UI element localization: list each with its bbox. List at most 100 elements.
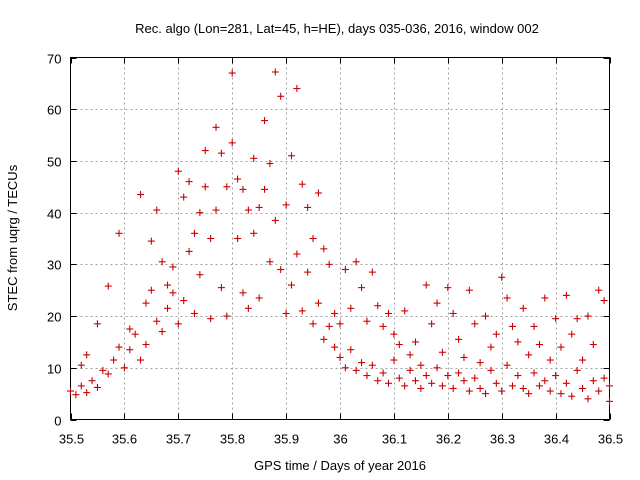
data-point xyxy=(492,330,500,338)
data-point xyxy=(212,123,220,131)
data-point xyxy=(406,366,414,374)
data-point xyxy=(562,379,570,387)
data-point xyxy=(164,281,172,289)
data-point xyxy=(411,377,419,385)
data-point xyxy=(471,374,479,382)
data-point xyxy=(519,304,527,312)
data-point xyxy=(503,294,511,302)
data-point xyxy=(390,330,398,338)
data-point xyxy=(72,391,80,399)
data-point xyxy=(137,356,145,364)
data-point xyxy=(336,320,344,328)
data-point xyxy=(110,356,118,364)
data-point xyxy=(325,260,333,268)
x-tick-label: 35.6 xyxy=(112,432,137,447)
data-point xyxy=(190,309,198,317)
data-point xyxy=(293,85,301,93)
data-point xyxy=(579,384,587,392)
data-point xyxy=(212,206,220,214)
data-point xyxy=(584,312,592,320)
data-point xyxy=(476,384,484,392)
data-point xyxy=(147,237,155,245)
x-tick-label: 36.4 xyxy=(544,432,569,447)
data-point xyxy=(368,361,376,369)
data-point xyxy=(401,307,409,315)
data-point xyxy=(244,206,252,214)
data-point xyxy=(482,390,490,398)
data-point xyxy=(142,341,150,349)
y-tick-label: 20 xyxy=(47,310,61,325)
data-point xyxy=(374,302,382,310)
data-point xyxy=(304,203,312,211)
data-point xyxy=(465,387,473,395)
data-point xyxy=(385,379,393,387)
data-point xyxy=(358,359,366,367)
data-point xyxy=(196,271,204,279)
x-tick-label: 36.1 xyxy=(382,432,407,447)
data-point xyxy=(201,183,209,191)
data-point xyxy=(88,377,96,385)
data-point xyxy=(422,372,430,380)
data-point xyxy=(169,289,177,297)
data-point xyxy=(282,201,290,209)
data-point xyxy=(476,359,484,367)
data-point xyxy=(255,203,263,211)
data-point xyxy=(455,369,463,377)
data-point xyxy=(190,229,198,237)
data-point xyxy=(223,312,231,320)
data-point xyxy=(508,322,516,330)
chart-title: Rec. algo (Lon=281, Lat=45, h=HE), days … xyxy=(135,21,539,36)
data-point xyxy=(83,351,91,359)
data-points xyxy=(67,68,613,405)
data-point xyxy=(115,343,123,351)
data-point xyxy=(514,372,522,380)
data-point xyxy=(99,366,107,374)
data-point xyxy=(584,395,592,403)
y-axis-label: STEC from uqrg / TECUs xyxy=(5,164,20,311)
data-point xyxy=(541,377,549,385)
data-point xyxy=(271,68,279,76)
data-point xyxy=(104,282,112,290)
data-point xyxy=(223,183,231,191)
data-point xyxy=(93,383,101,391)
data-point xyxy=(379,322,387,330)
data-point xyxy=(455,335,463,343)
data-point xyxy=(595,387,603,395)
data-point xyxy=(180,297,188,305)
data-point xyxy=(385,309,393,317)
data-point xyxy=(503,361,511,369)
gridlines xyxy=(70,57,610,420)
data-point xyxy=(568,330,576,338)
x-tick-label: 35.7 xyxy=(166,432,191,447)
data-point xyxy=(298,307,306,315)
data-point xyxy=(137,191,145,199)
y-tick-label: 10 xyxy=(47,362,61,377)
data-point xyxy=(314,299,322,307)
data-point xyxy=(498,387,506,395)
data-point xyxy=(552,315,560,323)
data-point xyxy=(244,304,252,312)
data-point xyxy=(363,372,371,380)
data-point xyxy=(352,366,360,374)
y-tick-labels: 0 10 20 30 40 50 60 70 xyxy=(47,52,61,429)
data-point xyxy=(158,258,166,266)
data-point xyxy=(174,167,182,175)
data-point xyxy=(207,235,215,242)
x-tick-label: 35.9 xyxy=(274,432,299,447)
data-point xyxy=(115,229,123,237)
data-point xyxy=(250,154,258,162)
data-point xyxy=(530,369,538,377)
data-point xyxy=(352,258,360,266)
data-point xyxy=(228,139,236,147)
data-point xyxy=(535,341,543,349)
data-point xyxy=(255,294,263,302)
data-point xyxy=(93,320,101,328)
data-point xyxy=(422,281,430,289)
data-point xyxy=(444,372,452,380)
data-point xyxy=(164,304,172,312)
x-tick-labels: 35.5 35.6 35.7 35.8 35.9 36 36.1 36.2 36.3 36.4 36… xyxy=(59,432,623,447)
data-point xyxy=(320,245,328,253)
data-point xyxy=(147,286,155,294)
data-point xyxy=(600,374,608,382)
